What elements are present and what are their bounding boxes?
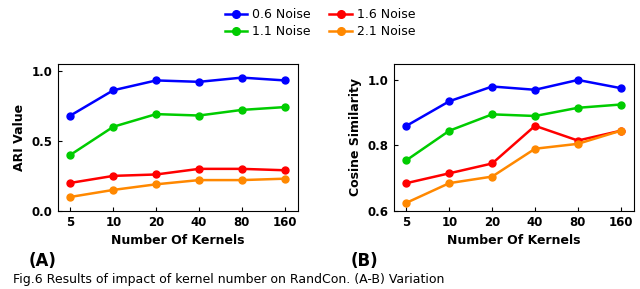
1.1 Noise bbox=[403, 158, 410, 162]
1.1 Noise bbox=[238, 108, 246, 112]
1.6 Noise bbox=[152, 173, 160, 176]
X-axis label: Number Of Kernels: Number Of Kernels bbox=[111, 234, 244, 247]
1.6 Noise bbox=[281, 168, 289, 172]
Line: 1.1 Noise: 1.1 Noise bbox=[67, 104, 288, 158]
2.1 Noise bbox=[617, 129, 625, 132]
1.1 Noise bbox=[531, 114, 539, 118]
Line: 0.6 Noise: 0.6 Noise bbox=[403, 77, 624, 129]
1.6 Noise bbox=[445, 172, 453, 175]
1.1 Noise bbox=[445, 129, 453, 132]
1.6 Noise bbox=[617, 129, 625, 132]
1.6 Noise bbox=[574, 139, 582, 142]
1.1 Noise bbox=[574, 106, 582, 110]
Text: (A): (A) bbox=[29, 252, 57, 270]
2.1 Noise bbox=[445, 181, 453, 185]
0.6 Noise bbox=[617, 86, 625, 90]
Line: 1.6 Noise: 1.6 Noise bbox=[403, 122, 624, 187]
1.6 Noise bbox=[109, 174, 117, 178]
2.1 Noise bbox=[281, 177, 289, 180]
1.6 Noise bbox=[531, 124, 539, 127]
1.6 Noise bbox=[195, 167, 203, 171]
Legend: 0.6 Noise, 1.1 Noise, 1.6 Noise, 2.1 Noise: 0.6 Noise, 1.1 Noise, 1.6 Noise, 2.1 Noi… bbox=[220, 3, 420, 43]
2.1 Noise bbox=[238, 178, 246, 182]
Text: Fig.6 Results of impact of kernel number on RandCon. (A-B) Variation: Fig.6 Results of impact of kernel number… bbox=[13, 273, 444, 286]
Line: 1.1 Noise: 1.1 Noise bbox=[403, 101, 624, 164]
0.6 Noise bbox=[281, 79, 289, 82]
Y-axis label: Cosine Similarity: Cosine Similarity bbox=[349, 78, 362, 196]
0.6 Noise bbox=[488, 85, 496, 88]
1.1 Noise bbox=[109, 125, 117, 129]
2.1 Noise bbox=[152, 183, 160, 186]
1.6 Noise bbox=[67, 181, 74, 185]
1.1 Noise bbox=[152, 112, 160, 116]
Text: (B): (B) bbox=[351, 252, 378, 270]
0.6 Noise bbox=[67, 114, 74, 117]
X-axis label: Number Of Kernels: Number Of Kernels bbox=[447, 234, 580, 247]
0.6 Noise bbox=[195, 80, 203, 84]
1.6 Noise bbox=[403, 181, 410, 185]
2.1 Noise bbox=[403, 201, 410, 205]
0.6 Noise bbox=[238, 76, 246, 79]
2.1 Noise bbox=[488, 175, 496, 178]
2.1 Noise bbox=[195, 178, 203, 182]
1.6 Noise bbox=[238, 167, 246, 171]
Line: 0.6 Noise: 0.6 Noise bbox=[67, 74, 288, 119]
0.6 Noise bbox=[152, 79, 160, 82]
0.6 Noise bbox=[109, 88, 117, 92]
0.6 Noise bbox=[574, 78, 582, 82]
Line: 1.6 Noise: 1.6 Noise bbox=[67, 165, 288, 186]
1.1 Noise bbox=[617, 103, 625, 106]
2.1 Noise bbox=[67, 195, 74, 199]
0.6 Noise bbox=[531, 88, 539, 92]
1.1 Noise bbox=[195, 114, 203, 117]
1.1 Noise bbox=[281, 105, 289, 109]
1.1 Noise bbox=[488, 113, 496, 116]
1.1 Noise bbox=[67, 153, 74, 157]
2.1 Noise bbox=[109, 188, 117, 192]
1.6 Noise bbox=[488, 162, 496, 165]
2.1 Noise bbox=[574, 142, 582, 146]
Line: 2.1 Noise: 2.1 Noise bbox=[403, 127, 624, 206]
2.1 Noise bbox=[531, 147, 539, 151]
Y-axis label: ARI Value: ARI Value bbox=[13, 104, 26, 171]
0.6 Noise bbox=[445, 99, 453, 103]
0.6 Noise bbox=[403, 124, 410, 127]
Line: 2.1 Noise: 2.1 Noise bbox=[67, 175, 288, 200]
